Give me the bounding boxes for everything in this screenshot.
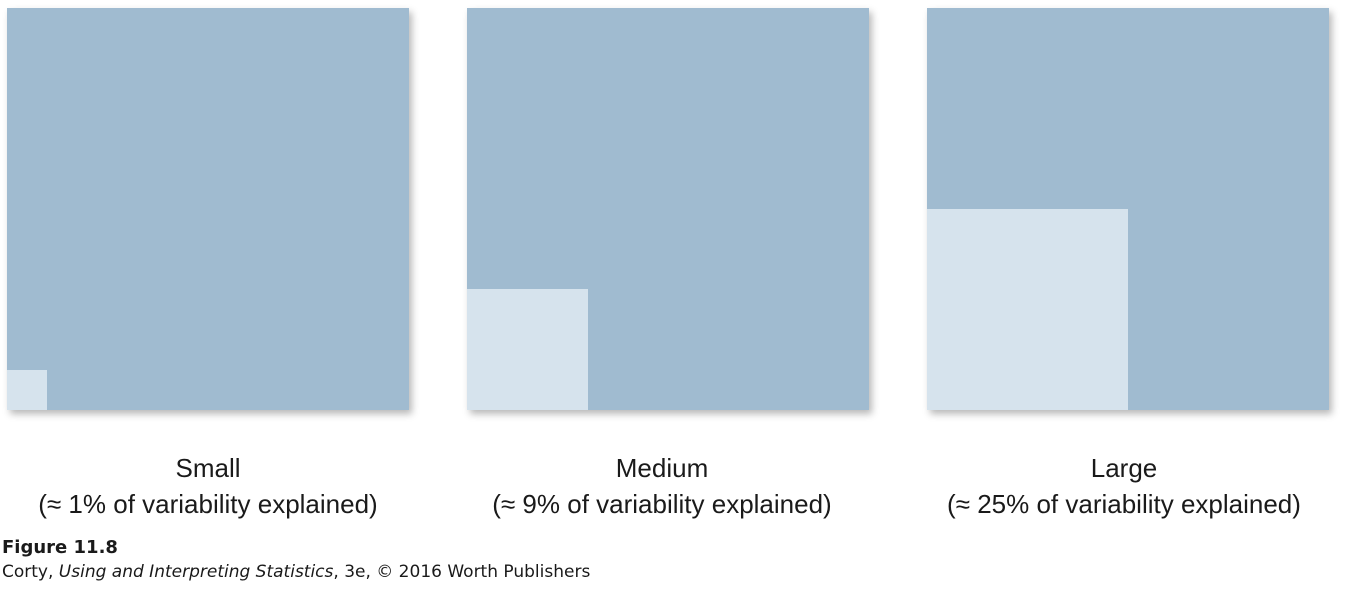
figure-number: Figure 11.8	[2, 537, 118, 558]
credit-book-title: Using and Interpreting Statistics	[58, 562, 334, 582]
medium-effect-description: (≈ 9% of variability explained)	[492, 489, 832, 519]
credit-edition: , 3e, © 2016 Worth Publishers	[333, 562, 591, 582]
figure-caption: Figure 11.8 Corty, Using and Interpretin…	[2, 536, 590, 584]
medium-explained-region	[467, 289, 588, 410]
small-effect-description: (≈ 1% of variability explained)	[38, 489, 378, 519]
large-effect-label: Large (≈ 25% of variability explained)	[923, 450, 1325, 522]
figure-credit: Corty, Using and Interpreting Statistics…	[2, 560, 590, 584]
medium-effect-square	[467, 8, 869, 410]
small-effect-label: Small (≈ 1% of variability explained)	[7, 450, 409, 522]
small-explained-region	[7, 369, 48, 410]
large-effect-square	[927, 8, 1329, 410]
credit-author: Corty,	[2, 562, 59, 582]
large-explained-region	[927, 209, 1128, 410]
medium-effect-label: Medium (≈ 9% of variability explained)	[461, 450, 863, 522]
small-effect-title: Small	[175, 453, 241, 483]
large-effect-title: Large	[1090, 453, 1158, 483]
small-effect-square	[7, 8, 409, 410]
medium-effect-title: Medium	[615, 453, 709, 483]
large-effect-description: (≈ 25% of variability explained)	[947, 489, 1301, 519]
